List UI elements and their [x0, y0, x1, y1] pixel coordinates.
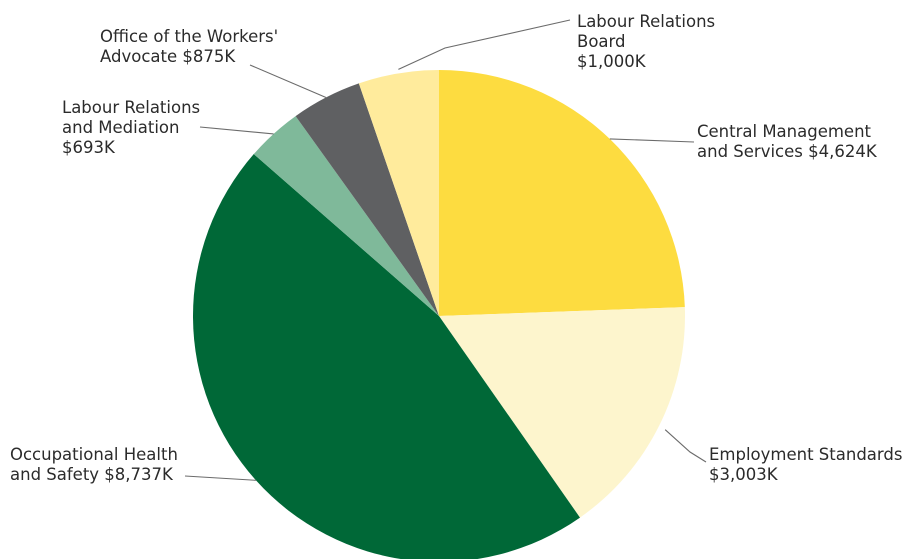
leader-line-labour-relations-and-mediation	[199, 126, 274, 135]
slice-label-line: $3,003K	[709, 465, 779, 484]
slice-label-line: and Safety $8,737K	[10, 465, 174, 484]
slice-label-line: $693K	[62, 138, 116, 157]
pie-slices	[193, 70, 686, 559]
slice-label-line: Advocate $875K	[100, 47, 236, 66]
leader-line-office-of-the-workers-advocate	[249, 64, 327, 99]
pie-slice-office-of-the-workers-advocate	[295, 83, 439, 316]
slice-label-line: Central Management	[697, 122, 872, 141]
pie-slice-labour-relations-and-mediation	[253, 116, 439, 316]
slice-label-line: and Services $4,624K	[697, 142, 878, 161]
leader-lines	[184, 19, 707, 481]
pie-slice-labour-relations-board	[358, 70, 439, 316]
slice-label-labour-relations-board: Labour Relations Board $1,000K	[577, 12, 715, 71]
slice-label-line: Labour Relations	[577, 12, 715, 31]
pie-slice-occupational-health-and-safety	[193, 154, 580, 559]
slice-label-labour-relations-and-mediation: Labour Relations and Mediation $693K	[62, 98, 200, 157]
slice-label-central-management-and-services: Central Management and Services $4,624K	[697, 122, 878, 161]
slice-label-line: Employment Standards	[709, 445, 902, 464]
pie-slice-central-management-and-services	[439, 70, 685, 316]
leader-line-central-management-and-services	[609, 138, 695, 143]
leader-line-occupational-health-and-safety	[184, 475, 256, 481]
slice-label-line: $1,000K	[577, 52, 647, 71]
slice-label-line: Occupational Health	[10, 445, 178, 464]
slice-label-line: Board	[577, 32, 626, 51]
slice-labels: Central Management and Services $4,624K Em…	[10, 12, 902, 484]
pie-slice-employment-standards	[439, 307, 686, 518]
slice-label-line: and Mediation	[62, 118, 179, 137]
slice-label-line: Labour Relations	[62, 98, 200, 117]
leader-line-employment-standards	[664, 429, 707, 463]
leader-line-labour-relations-board	[398, 19, 571, 70]
slice-label-office-of-the-workers-advocate: Office of the Workers' Advocate $875K	[100, 27, 278, 66]
slice-label-employment-standards: Employment Standards $3,003K	[709, 445, 902, 484]
slice-label-line: Office of the Workers'	[100, 27, 278, 46]
slice-label-occupational-health-and-safety: Occupational Health and Safety $8,737K	[10, 445, 178, 484]
